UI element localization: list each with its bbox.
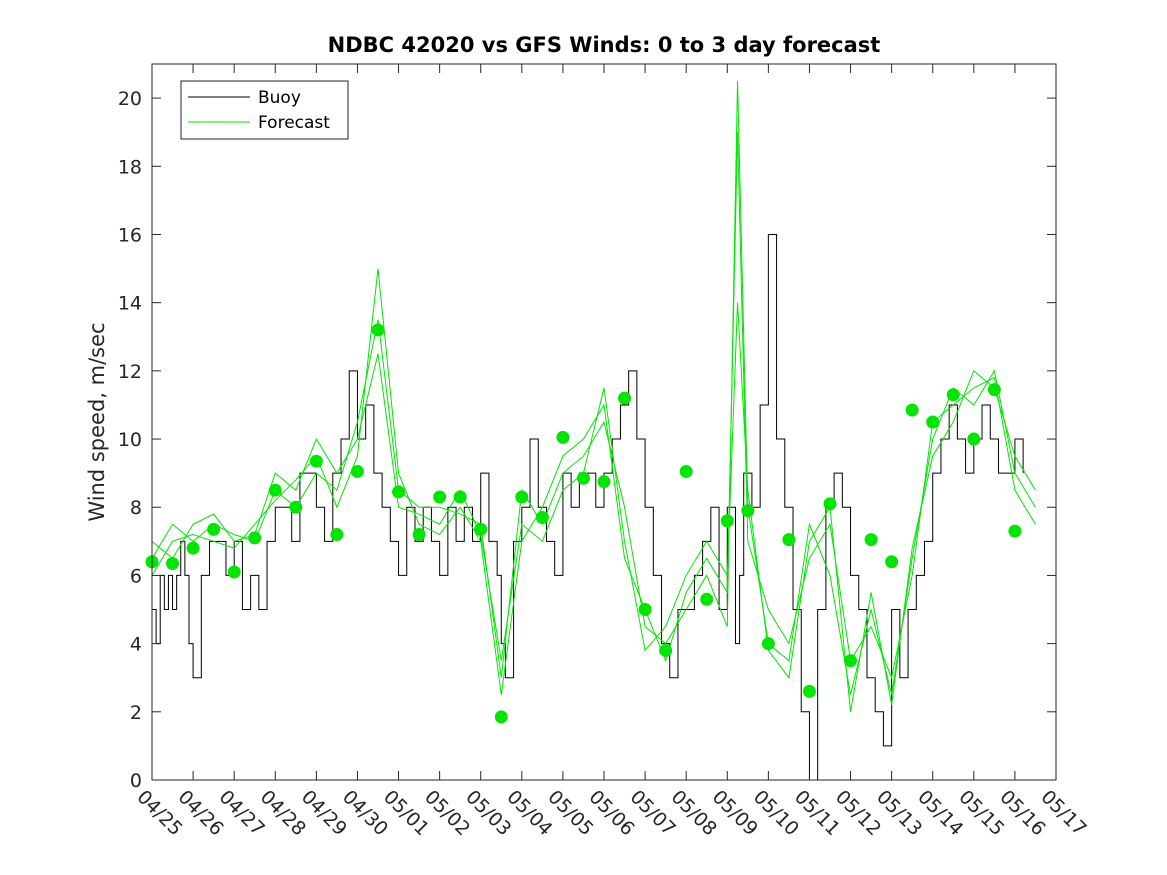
series-line-forecast [151, 302, 1036, 712]
x-tick-label: 05/04 [502, 786, 556, 840]
forecast-point [289, 500, 303, 514]
forecast-point [330, 528, 344, 542]
forecast-point [1008, 524, 1022, 538]
forecast-point [802, 684, 816, 698]
y-tick-label: 6 [130, 565, 142, 587]
y-tick-label: 2 [130, 702, 142, 724]
x-tick-label: 05/07 [626, 786, 680, 840]
forecast-point [926, 415, 940, 429]
x-tick-label: 05/10 [749, 786, 803, 840]
legend-buoy-label: Buoy [258, 88, 301, 108]
forecast-point [885, 555, 899, 569]
x-tick-label: 04/26 [174, 786, 228, 840]
forecast-point [638, 603, 652, 617]
x-tick-label: 04/29 [297, 786, 351, 840]
x-tick-label: 05/01 [379, 786, 433, 840]
forecast-point [761, 637, 775, 651]
forecast-point [782, 533, 796, 547]
forecast-point [392, 485, 406, 499]
forecast-point [350, 464, 364, 478]
y-tick-label: 20 [118, 88, 142, 110]
forecast-point [453, 490, 467, 504]
x-tick-label: 05/11 [790, 786, 844, 840]
forecast-point [659, 643, 673, 657]
y-axis-ticks: 0 2 4 6 8 10 12 14 16 18 20 [118, 88, 1056, 792]
y-tick-label: 18 [118, 156, 142, 178]
y-tick-label: 10 [118, 429, 142, 451]
x-tick-label: 05/09 [708, 786, 762, 840]
forecast-point [166, 556, 180, 570]
series-line-buoy [152, 233, 1024, 781]
forecast-point [556, 430, 570, 444]
forecast-point [987, 383, 1001, 397]
forecast-point [535, 510, 549, 524]
x-tick-label: 05/02 [420, 786, 474, 840]
legend-forecast-label: Forecast [258, 113, 330, 133]
legend-box [180, 80, 349, 140]
forecast-point [741, 504, 755, 518]
forecast-point [268, 483, 282, 497]
x-tick-label: 05/12 [831, 786, 885, 840]
forecast-point [309, 454, 323, 468]
forecast-point [864, 533, 878, 547]
x-tick-label: 05/13 [872, 786, 926, 840]
marker-layer [145, 323, 1022, 724]
forecast-point [844, 654, 858, 668]
forecast-point [515, 490, 529, 504]
x-tick-label: 05/05 [543, 786, 597, 840]
forecast-point [967, 432, 981, 446]
y-tick-label: 14 [118, 293, 142, 315]
x-tick-label: 04/25 [132, 786, 186, 840]
x-tick-label: 05/15 [954, 786, 1008, 840]
forecast-point [494, 710, 508, 724]
forecast-point [186, 541, 200, 555]
forecast-point [412, 528, 426, 542]
x-tick-label: 04/28 [256, 786, 310, 840]
forecast-point [905, 403, 919, 417]
forecast-point [227, 565, 241, 579]
x-tick-label: 05/14 [913, 786, 967, 840]
x-tick-label: 05/17 [1036, 786, 1090, 840]
x-tick-label: 05/16 [995, 786, 1049, 840]
forecast-point [618, 391, 632, 405]
x-tick-label: 04/30 [338, 786, 392, 840]
x-tick-label: 04/27 [215, 786, 269, 840]
forecast-point [597, 475, 611, 489]
forecast-point [700, 592, 714, 606]
chart-title: NDBC 42020 vs GFS Winds: 0 to 3 day fore… [328, 33, 881, 57]
forecast-point [433, 490, 447, 504]
y-axis-label: Wind speed, m/sec [85, 322, 109, 521]
forecast-point [207, 522, 221, 536]
x-tick-label: 05/06 [584, 786, 638, 840]
forecast-point [371, 323, 385, 337]
y-tick-label: 12 [118, 361, 142, 383]
y-tick-label: 4 [130, 634, 142, 656]
forecast-point [474, 522, 488, 536]
forecast-point [720, 514, 734, 528]
y-tick-label: 8 [130, 497, 142, 519]
forecast-point [679, 464, 693, 478]
legend: Buoy Forecast [180, 80, 349, 140]
x-tick-label: 05/03 [461, 786, 515, 840]
forecast-point [946, 388, 960, 402]
y-tick-label: 0 [130, 770, 142, 792]
forecast-point [576, 471, 590, 485]
y-tick-label: 16 [118, 224, 142, 246]
forecast-point [823, 497, 837, 511]
forecast-point [248, 531, 262, 545]
series-layer [151, 81, 1036, 781]
x-tick-label: 05/08 [667, 786, 721, 840]
